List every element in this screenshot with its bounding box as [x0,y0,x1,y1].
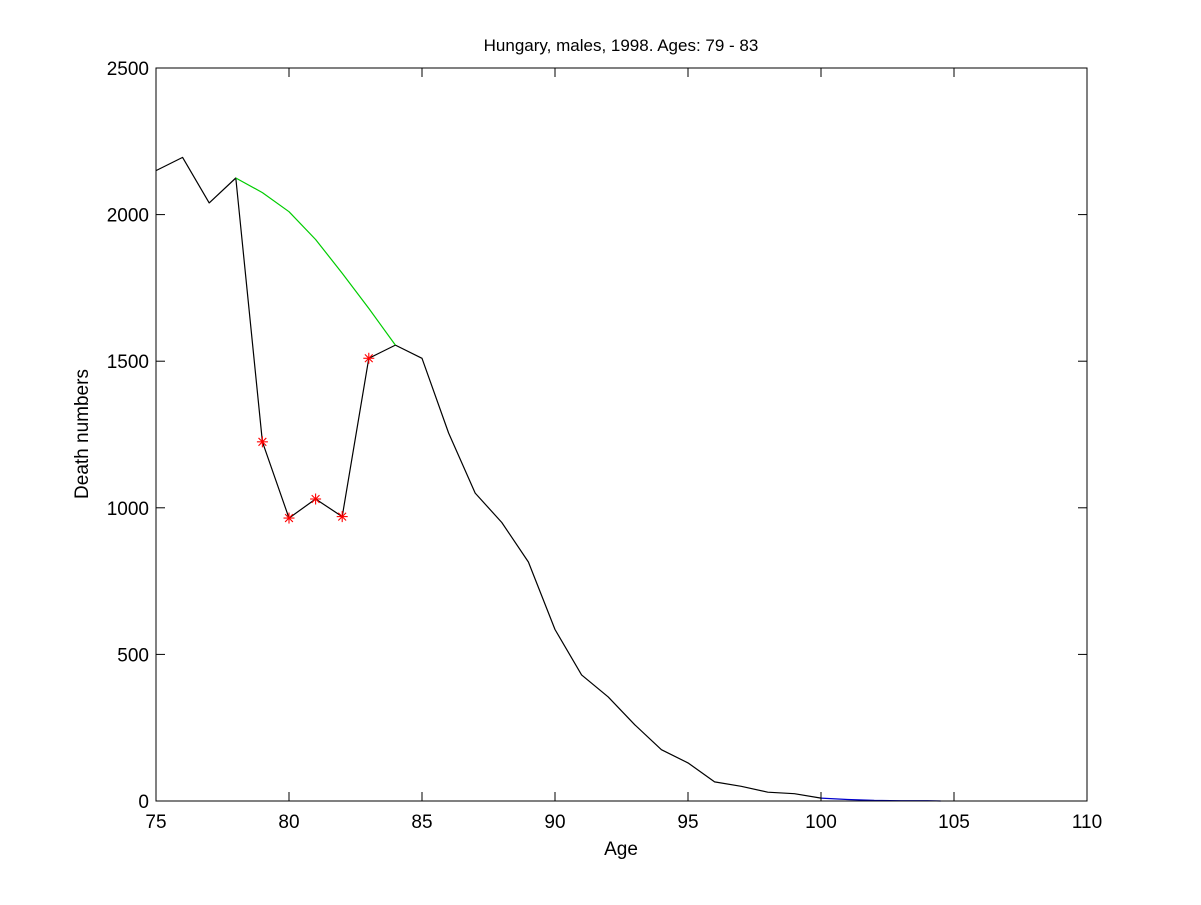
y-tick-label-0: 0 [138,792,149,813]
x-tick-label-90: 90 [544,812,565,833]
asterisk-stroke [337,512,347,521]
series-1-line [235,177,396,346]
x-tick-label-105: 105 [938,812,970,833]
y-tick-label-1000: 1000 [107,499,149,520]
plot-area [155,156,941,802]
series-3-point-3 [336,511,348,523]
x-tick-label-85: 85 [411,812,432,833]
x-tick-label-80: 80 [278,812,299,833]
chart-title: Hungary, males, 1998. Ages: 79 - 83 [484,36,759,55]
y-tick-label-2000: 2000 [107,206,149,227]
y-tick-label-1500: 1500 [107,352,149,373]
axes: 75 80 85 90 95 100 105 110 0 500 1000 1500 2000 2500 [107,59,1102,833]
asterisk-stroke [364,353,374,363]
series-3-point-1 [283,512,295,524]
y-tick-label-2500: 2500 [107,59,149,80]
series-0-line [155,156,822,799]
x-tick-label-110: 110 [1072,812,1102,833]
y-axis-label: Death numbers [72,369,93,499]
x-tick-label-75: 75 [145,812,166,833]
series-3-point-2 [310,493,322,505]
asterisk-stroke [284,513,294,523]
x-tick-label-95: 95 [677,812,698,833]
x-tick-label-100: 100 [805,812,837,833]
y-tick-label-500: 500 [117,645,149,666]
series-3-point-0 [256,436,268,448]
series-3-point-4 [363,352,375,364]
x-axis-label: Age [604,839,638,860]
axes-box [155,67,1088,802]
asterisk-stroke [311,494,320,504]
asterisk-stroke [258,437,267,447]
